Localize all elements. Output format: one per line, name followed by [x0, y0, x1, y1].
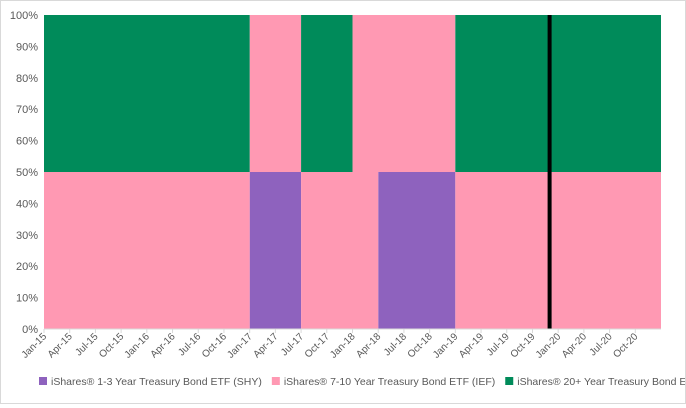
y-tick-label: 40% — [16, 198, 38, 210]
x-tick-label: Oct-18 — [406, 331, 435, 360]
x-tick-label: Apr-15 — [46, 331, 75, 360]
x-tick-label: Jul-17 — [279, 331, 306, 358]
x-tick-label: Oct-19 — [509, 331, 538, 360]
plot-area — [44, 15, 661, 329]
legend-label-3: iShares® 20+ Year Treasury Bond ETF (TLT… — [517, 376, 685, 388]
legend-swatch-3 — [505, 377, 514, 385]
y-tick-label: 50% — [16, 167, 38, 179]
x-tick-label: Oct-20 — [611, 331, 640, 360]
x-tick-label: Jul-19 — [485, 331, 512, 358]
x-tick-label: Jan-19 — [431, 331, 461, 361]
x-tick-label: Jul-20 — [588, 331, 615, 358]
area-series-3 — [44, 15, 661, 172]
y-tick-label: 80% — [16, 73, 38, 85]
y-tick-label: 10% — [16, 293, 38, 305]
legend-swatch-2 — [271, 377, 280, 385]
legend-label-1: iShares® 1-3 Year Treasury Bond ETF (SHY… — [51, 376, 262, 388]
x-tick-label: Jan-18 — [328, 331, 358, 361]
y-tick-label: 100% — [10, 10, 38, 22]
x-tick-label: Oct-17 — [303, 331, 332, 360]
x-tick-label: Apr-20 — [560, 331, 589, 360]
legend-swatch-1 — [39, 377, 47, 385]
x-tick-label: Jul-15 — [73, 331, 100, 358]
y-tick-label: 30% — [16, 230, 38, 242]
x-tick-label: Apr-17 — [251, 331, 280, 360]
x-tick-label: Jan-20 — [534, 331, 564, 361]
legend-label-2: iShares® 7-10 Year Treasury Bond ETF (IE… — [284, 376, 495, 388]
legend: iShares® 1-3 Year Treasury Bond ETF (SHY… — [39, 376, 686, 388]
x-tick-label: Apr-19 — [457, 331, 486, 360]
x-tick-label: Jul-18 — [382, 331, 409, 358]
y-tick-label: 0% — [22, 324, 38, 336]
y-tick-label: 60% — [16, 136, 38, 148]
x-tick-label: Jan-17 — [225, 331, 255, 361]
x-tick-label: Apr-18 — [354, 331, 383, 360]
x-tick-label: Oct-16 — [200, 331, 229, 360]
x-tick-label: Oct-15 — [97, 331, 126, 360]
y-tick-label: 70% — [16, 104, 38, 116]
y-tick-label: 20% — [16, 261, 38, 273]
x-axis: Jan-15Apr-15Jul-15Oct-15Jan-16Apr-16Jul-… — [20, 329, 641, 361]
x-tick-label: Apr-16 — [149, 331, 178, 360]
x-tick-label: Jul-16 — [176, 331, 203, 358]
y-tick-label: 90% — [16, 41, 38, 53]
x-tick-label: Jan-16 — [123, 331, 153, 361]
